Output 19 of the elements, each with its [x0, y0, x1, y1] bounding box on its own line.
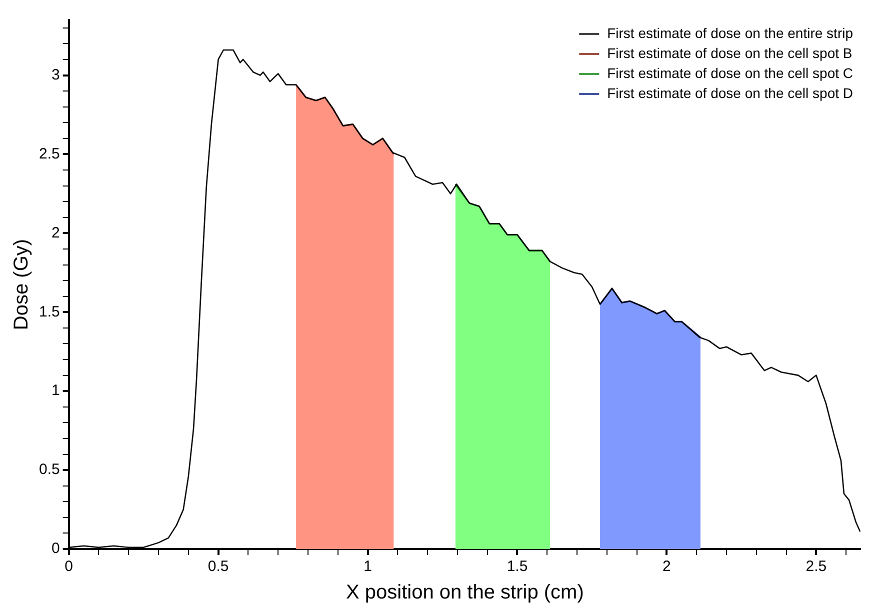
y-tick-label: 0.5 — [38, 461, 60, 478]
legend-label: First estimate of dose on the entire strip — [607, 24, 854, 41]
y-tick-label: 2.5 — [38, 145, 60, 162]
y-axis-title: Dose (Gy) — [10, 238, 33, 330]
x-tick-label: 1.5 — [506, 558, 528, 576]
x-tick-label: 0 — [64, 558, 74, 576]
x-tick-label: 0.5 — [208, 558, 229, 576]
legend-label: First estimate of dose on the cell spot B — [607, 44, 852, 61]
legend-label: First estimate of dose on the cell spot D — [607, 84, 853, 101]
y-tick-label: 0 — [52, 540, 60, 558]
y-tick-label: 2 — [52, 224, 60, 242]
x-tick-label: 2.5 — [806, 558, 827, 576]
y-tick-label: 1.5 — [38, 303, 60, 320]
legend-label: First estimate of dose on the cell spot C — [607, 64, 853, 81]
y-tick-label: 1 — [52, 382, 60, 400]
x-axis-title: X position on the strip (cm) — [346, 582, 584, 604]
y-tick-label: 3 — [52, 66, 60, 84]
x-tick-label: 2 — [662, 558, 671, 576]
x-tick-label: 1 — [364, 558, 372, 576]
